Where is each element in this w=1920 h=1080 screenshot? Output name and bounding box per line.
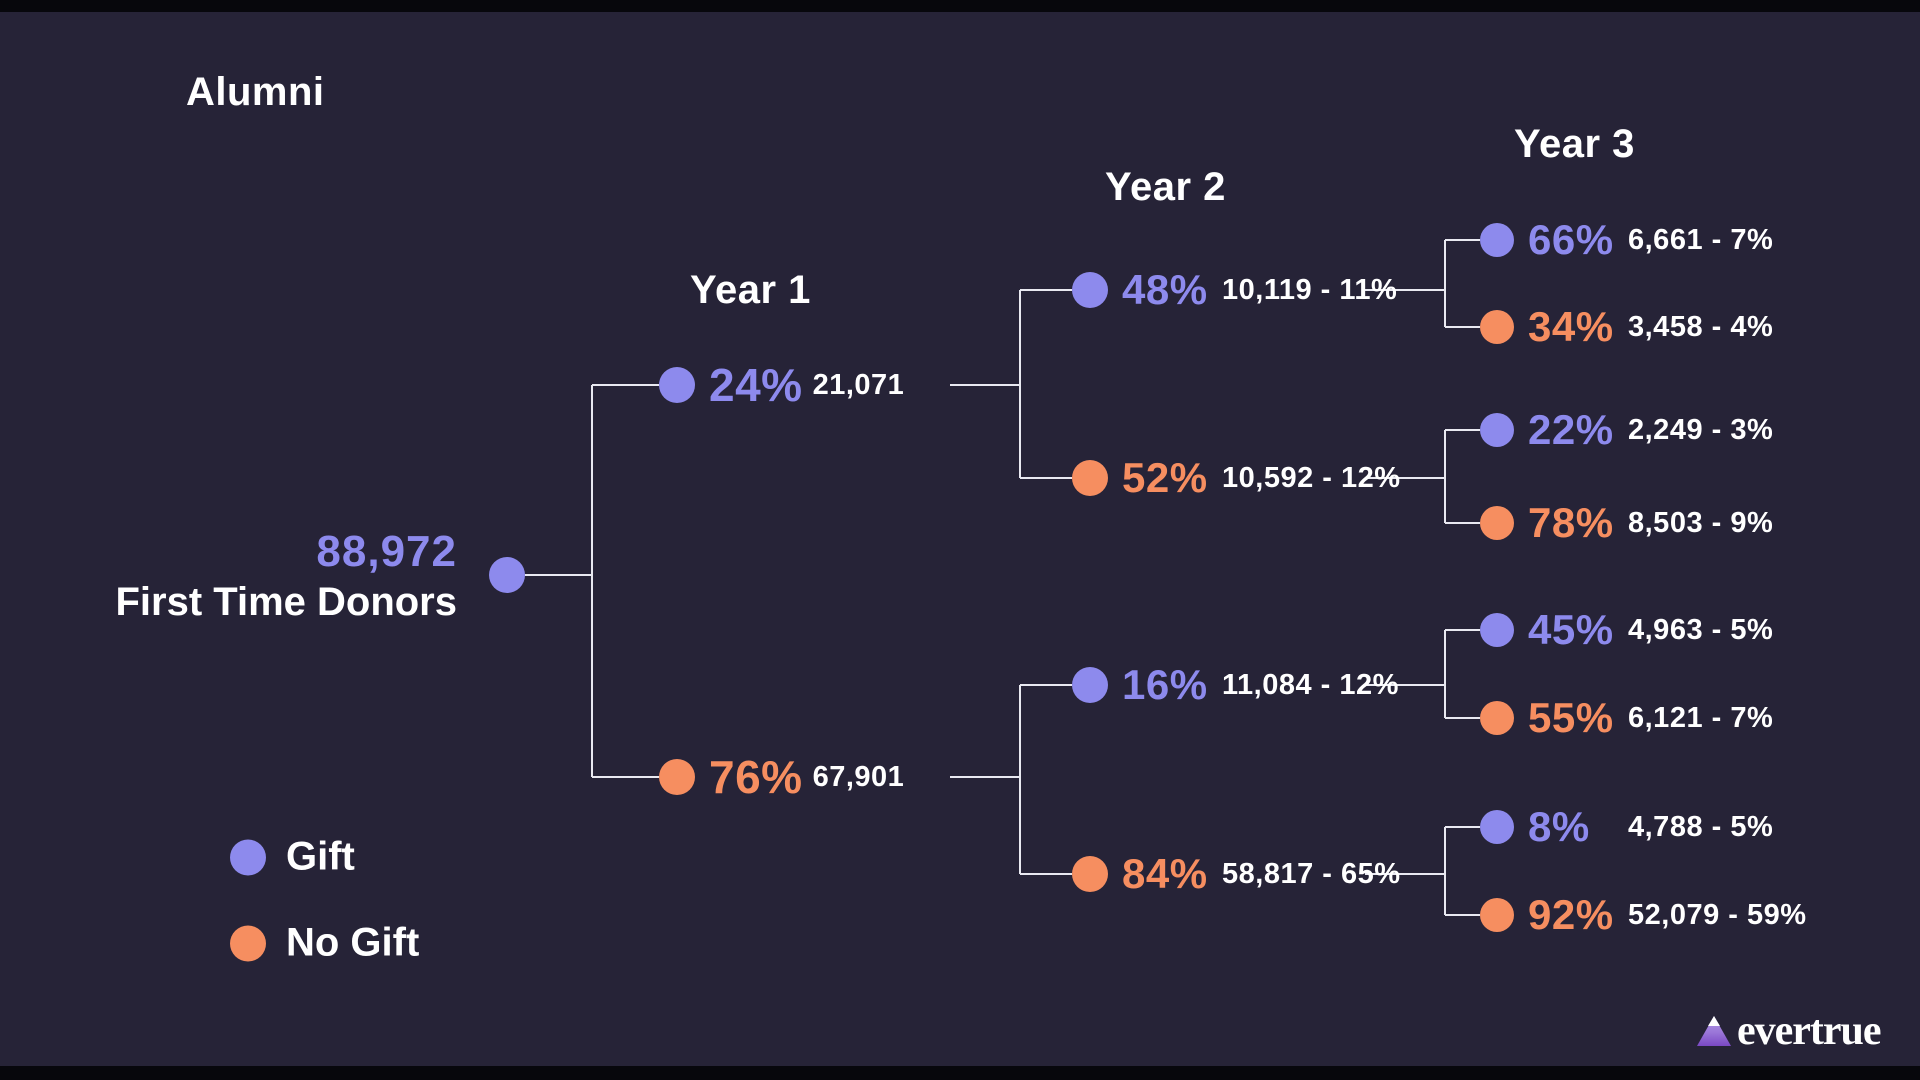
no-gift-dot-icon: [1072, 460, 1108, 496]
count-label: 10,592 - 12%: [1222, 461, 1401, 494]
count-label: 67,901: [812, 760, 905, 793]
node-year2-gift-2: 16% 11,084 - 12%: [1072, 661, 1399, 709]
root-total-value: 88,972: [316, 527, 457, 576]
node-year2-gift-1: 48% 10,119 - 11%: [1072, 266, 1397, 314]
node-year3-no-gift-4: 92% 52,079 - 59%: [1480, 891, 1807, 939]
percent-label: 45%: [1528, 606, 1614, 653]
count-label: 6,661 - 7%: [1628, 223, 1774, 256]
no-gift-dot-icon: [1480, 310, 1514, 344]
logo-mountain-icon: [1697, 1016, 1731, 1046]
percent-label: 34%: [1528, 303, 1614, 350]
node-year3-no-gift-3: 55% 6,121 - 7%: [1480, 694, 1773, 742]
no-gift-dot-icon: [1480, 701, 1514, 735]
node-year2-no-gift-1: 52% 10,592 - 12%: [1072, 454, 1401, 502]
count-label: 6,121 - 7%: [1628, 701, 1774, 734]
count-label: 10,119 - 11%: [1222, 273, 1398, 306]
bottom-letterbox-bar: [0, 1066, 1920, 1080]
percent-label: 66%: [1528, 216, 1614, 263]
count-label: 11,084 - 12%: [1222, 668, 1399, 701]
legend-item-gift: Gift: [230, 835, 355, 880]
no-gift-dot-icon: [1072, 856, 1108, 892]
node-year1-gift: 24% 21,071: [659, 358, 904, 412]
no-gift-swatch-icon: [230, 925, 266, 961]
count-label: 4,963 - 5%: [1628, 613, 1774, 646]
percent-label: 16%: [1122, 661, 1208, 708]
percent-label: 78%: [1528, 499, 1614, 546]
gift-dot-icon: [1480, 413, 1514, 447]
legend-item-no-gift: No Gift: [230, 921, 419, 966]
percent-label: 22%: [1528, 406, 1614, 453]
count-label: 58,817 - 65%: [1222, 857, 1401, 890]
year2-header: Year 2: [1105, 165, 1226, 209]
count-label: 8,503 - 9%: [1628, 506, 1774, 539]
count-label: 4,788 - 5%: [1628, 810, 1774, 843]
root-label: First Time Donors: [115, 580, 457, 624]
node-year2-no-gift-2: 84% 58,817 - 65%: [1072, 850, 1401, 898]
gift-dot-icon: [1072, 667, 1108, 703]
chart-title: Alumni: [186, 70, 325, 114]
no-gift-dot-icon: [1480, 506, 1514, 540]
root-label-block: 88,972 First Time Donors: [115, 527, 457, 625]
count-label: 21,071: [812, 368, 905, 401]
node-year1-no-gift: 76% 67,901: [659, 750, 904, 804]
top-letterbox-bar: [0, 0, 1920, 12]
percent-label: 55%: [1528, 694, 1614, 741]
node-year3-gift-3: 45% 4,963 - 5%: [1480, 606, 1773, 654]
gift-dot-icon: [1480, 810, 1514, 844]
percent-label: 76%: [709, 751, 803, 803]
count-label: 52,079 - 59%: [1628, 898, 1807, 931]
gift-dot-icon: [659, 367, 695, 403]
node-year3-gift-1: 66% 6,661 - 7%: [1480, 216, 1773, 264]
gift-dot-icon: [1480, 223, 1514, 257]
gift-dot-icon: [1480, 613, 1514, 647]
percent-label: 52%: [1122, 454, 1208, 501]
percent-label: 92%: [1528, 891, 1614, 938]
count-label: 2,249 - 3%: [1628, 413, 1774, 446]
count-label: 3,458 - 4%: [1628, 310, 1774, 343]
year3-header: Year 3: [1514, 122, 1635, 166]
node-year3-gift-2: 22% 2,249 - 3%: [1480, 406, 1773, 454]
legend-label: Gift: [286, 834, 355, 879]
gift-swatch-icon: [230, 839, 266, 875]
no-gift-dot-icon: [659, 759, 695, 795]
percent-label: 84%: [1122, 850, 1208, 897]
legend-label: No Gift: [286, 920, 420, 965]
percent-label: 8%: [1528, 803, 1590, 850]
no-gift-dot-icon: [1480, 898, 1514, 932]
percent-label: 48%: [1122, 266, 1208, 313]
percent-label: 24%: [709, 359, 803, 411]
logo-wordmark: evertrue: [1737, 1008, 1882, 1054]
root-node-dot: [489, 557, 525, 593]
node-year3-no-gift-1: 34% 3,458 - 4%: [1480, 303, 1773, 351]
node-year3-gift-4: 8% 4,788 - 5%: [1480, 803, 1773, 851]
node-year3-no-gift-2: 78% 8,503 - 9%: [1480, 499, 1773, 547]
year1-header: Year 1: [690, 268, 811, 312]
gift-dot-icon: [1072, 272, 1108, 308]
evertrue-logo: evertrue: [1696, 1008, 1882, 1054]
